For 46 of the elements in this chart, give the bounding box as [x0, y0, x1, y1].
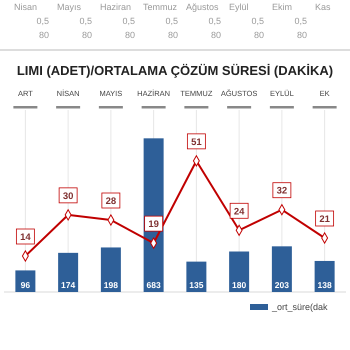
data-label: 28 — [106, 196, 116, 207]
data-label: 683 — [146, 280, 161, 290]
bar — [272, 246, 292, 292]
data-label: 19 — [148, 219, 159, 230]
text: 80 — [124, 30, 135, 40]
text: Haziran — [100, 2, 132, 12]
text: Temmuz — [143, 2, 178, 12]
text: 80 — [38, 30, 49, 40]
data-label: 198 — [104, 280, 118, 290]
data-label: 30 — [62, 190, 74, 202]
data-label: 32 — [276, 186, 288, 197]
text: 80 — [210, 30, 221, 40]
legend-label: _ort_süre(dak — [271, 302, 328, 312]
data-label: 24 — [234, 206, 246, 218]
text: 0,5 — [251, 16, 264, 26]
text: Nisan — [14, 2, 38, 12]
data-label: 135 — [189, 280, 204, 290]
text: Mayıs — [57, 2, 82, 12]
bar — [100, 247, 121, 292]
text: 80 — [296, 30, 307, 40]
data-label: 51 — [191, 136, 202, 148]
data-label: 96 — [20, 280, 30, 290]
text: Eylül — [229, 2, 249, 12]
text: 0,5 — [208, 16, 221, 26]
text: Ekim — [272, 2, 292, 12]
text: 0,5 — [122, 16, 135, 26]
text: 0,5 — [165, 16, 178, 26]
data-label: 138 — [318, 280, 332, 290]
data-label: 174 — [61, 280, 76, 290]
text: Kas — [315, 2, 332, 12]
data-label: 180 — [232, 280, 246, 290]
text: 80 — [254, 30, 264, 40]
data-label: 203 — [274, 280, 290, 290]
bar — [58, 252, 78, 292]
chart-title: LIMI (ADET)/ORTALAMA ÇÖZÜM SÜRESİ (DAKİKA) — [16, 63, 334, 78]
text: 80 — [168, 30, 178, 40]
text: 0,5 — [294, 16, 307, 26]
text: 80 — [82, 30, 92, 40]
text: 0,5 — [36, 16, 49, 26]
data-label: 14 — [20, 232, 32, 243]
text: Ağustos — [186, 2, 220, 12]
bar — [186, 262, 206, 292]
bar — [229, 252, 250, 292]
bar — [314, 260, 335, 292]
text: 0,5 — [79, 16, 92, 26]
data-label: 21 — [319, 214, 331, 225]
